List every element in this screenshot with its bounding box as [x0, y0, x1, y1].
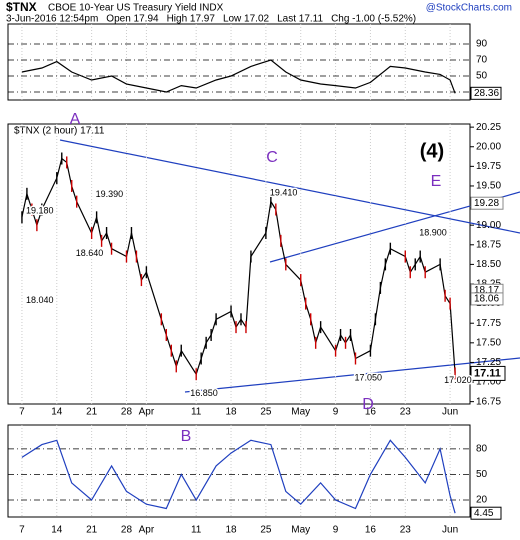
x-tick-label: 18	[225, 525, 237, 536]
wave-label: A	[70, 111, 81, 128]
x-tick-label: May	[291, 525, 310, 536]
y-tick-label: 17.50	[476, 337, 501, 348]
quote: Low 17.02	[223, 14, 270, 25]
wave-label: E	[431, 173, 442, 190]
stoch-panel	[7, 424, 471, 518]
right-label-box	[470, 196, 504, 210]
y-tick-label: 19.75	[476, 161, 501, 172]
x-tick-label: 25	[260, 407, 272, 418]
price-line	[21, 157, 456, 376]
price-panel	[7, 123, 471, 405]
y-tick-label: 50	[476, 71, 488, 82]
wave-label: C	[266, 149, 278, 166]
x-tick-label: Jun	[442, 525, 458, 536]
price-label: 18.900	[419, 227, 447, 237]
last-value: 28.36	[474, 88, 499, 99]
stoch-line	[21, 439, 456, 514]
y-tick-label: 20.00	[476, 141, 501, 152]
y-tick-label: 17.25	[476, 357, 501, 368]
y-tick-label: 19.50	[476, 181, 501, 192]
symbol-name: CBOE 10-Year US Treasury Yield INDX	[48, 3, 224, 14]
price-label: 18.640	[76, 248, 104, 258]
y-tick-label: 17.00	[476, 377, 501, 388]
x-tick-label: 7	[19, 525, 25, 536]
last-value-box	[470, 86, 502, 100]
last-value-box	[470, 506, 502, 520]
rsi-line	[21, 59, 456, 94]
wave-label: B	[181, 428, 192, 445]
last-price: 17.11	[474, 367, 501, 379]
x-tick-label: 28	[121, 525, 133, 536]
x-tick-label: 16	[365, 407, 377, 418]
price-label: 19.390	[96, 189, 124, 199]
x-tick-label: 28	[121, 407, 133, 418]
price-label: 16.850	[190, 388, 218, 398]
price-legend: $TNX (2 hour) 17.11	[14, 126, 105, 137]
y-tick-label: 80	[476, 443, 488, 454]
y-tick-label: 90	[476, 39, 488, 50]
rsi-panel	[7, 23, 471, 101]
x-tick-label: 23	[400, 525, 412, 536]
x-tick-label: 18	[225, 407, 237, 418]
y-tick-label: 20	[476, 495, 488, 506]
x-tick-label: 7	[19, 407, 25, 418]
last-price-box	[470, 365, 506, 381]
x-tick-label: 14	[51, 525, 63, 536]
symbol: $TNX	[6, 0, 37, 14]
x-tick-label: 21	[86, 525, 98, 536]
y-tick-label: 17.75	[476, 318, 501, 329]
quote: High 17.97	[167, 14, 216, 25]
x-tick-label: 9	[333, 407, 339, 418]
price-label: 17.020	[444, 375, 472, 385]
x-tick-label: Jun	[442, 407, 458, 418]
x-tick-label: 11	[191, 407, 202, 418]
y-tick-label: 70	[476, 55, 488, 66]
wave-label: (4)	[420, 140, 444, 162]
wave-label: D	[362, 396, 374, 413]
right-label-box	[470, 292, 504, 306]
x-tick-label: May	[291, 407, 310, 418]
x-tick-label: 9	[333, 525, 339, 536]
x-tick-label: 14	[51, 407, 63, 418]
price-label: 19.180	[26, 205, 54, 215]
x-tick-label: Apr	[139, 525, 155, 536]
quote: Open 17.94	[106, 14, 159, 25]
x-tick-label: 23	[400, 407, 412, 418]
y-tick-label: 19.00	[476, 220, 501, 231]
price-label: 18.040	[26, 295, 54, 305]
quote: Chg -1.00 (-5.52%)	[331, 14, 416, 25]
y-tick-label: 16.75	[476, 396, 501, 407]
x-tick-label: 11	[191, 525, 202, 536]
last-value: 4.45	[474, 508, 494, 519]
price-label: 17.050	[355, 372, 383, 382]
x-tick-label: 25	[260, 525, 272, 536]
right-label: 18.17	[474, 285, 499, 296]
source: @StockCharts.com	[426, 3, 512, 14]
x-tick-label: Apr	[139, 407, 155, 418]
quote: 3-Jun-2016 12:54pm	[6, 14, 98, 25]
y-tick-label: 18.75	[476, 239, 501, 250]
trendline	[59, 139, 520, 234]
y-tick-label: 20.25	[476, 122, 501, 133]
right-label: 18.06	[474, 294, 499, 305]
price-label: 19.410	[270, 187, 298, 197]
y-tick-label: 50	[476, 469, 488, 480]
quote: Last 17.11	[277, 14, 323, 25]
trendline	[184, 357, 520, 393]
x-tick-label: 16	[365, 525, 377, 536]
right-label: 19.28	[474, 198, 499, 209]
y-tick-label: 18.50	[476, 259, 501, 270]
x-tick-label: 21	[86, 407, 98, 418]
